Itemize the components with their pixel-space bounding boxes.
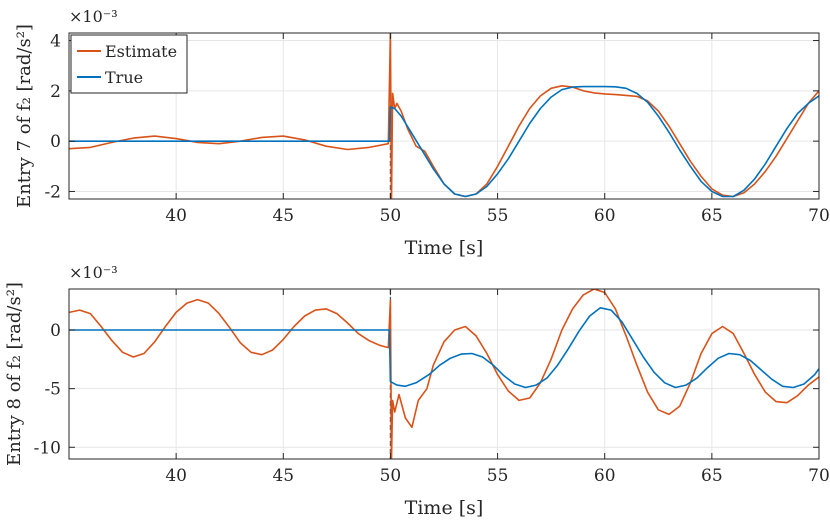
x-tick-label: 55 xyxy=(487,466,509,486)
y-exponent-label: ×10⁻³ xyxy=(69,7,118,26)
x-tick-label: 60 xyxy=(594,466,616,486)
x-tick-label: 55 xyxy=(487,206,509,226)
legend-true-label: True xyxy=(105,68,143,87)
axes-frame xyxy=(68,288,820,460)
x-tick-label: 50 xyxy=(380,466,402,486)
x-tick-label: 40 xyxy=(165,466,187,486)
legend-box xyxy=(70,34,188,94)
y-tick-label: -10 xyxy=(34,438,61,458)
series-estimate-line xyxy=(69,33,819,199)
y-tick-label: 0 xyxy=(50,132,61,152)
tick-marks xyxy=(69,289,820,459)
y-exponent-label: ×10⁻³ xyxy=(69,263,118,282)
series-lines xyxy=(69,33,819,199)
x-tick-label: 65 xyxy=(701,466,723,486)
y-tick-label: -2 xyxy=(44,182,61,202)
x-tick-label: 70 xyxy=(808,466,830,486)
y-tick-label: -5 xyxy=(44,380,61,400)
y-axis-label: Entry 7 of f₂ [rad/s²] xyxy=(14,24,35,208)
x-tick-label: 45 xyxy=(272,206,294,226)
x-axis-label: Time [s] xyxy=(405,237,484,259)
legend: Estimate True xyxy=(70,34,188,94)
x-tick-label: 40 xyxy=(165,206,187,226)
x-tick-label: 50 xyxy=(380,206,402,226)
legend-estimate-label: Estimate xyxy=(105,42,177,61)
x-tick-label: 60 xyxy=(594,206,616,226)
y-tick-label: 4 xyxy=(50,32,61,52)
plot-entry-7: 40 45 50 55 60 65 70 -2 0 2 4 ×10⁻³ Entry 7 of f₂ … xyxy=(14,7,830,259)
x-axis-label: Time [s] xyxy=(405,497,484,519)
series-true-line xyxy=(69,85,819,198)
plot-entry-8: 40 45 50 55 60 65 70 -10 -5 0 ×10⁻³ Entry 8 of f₂… xyxy=(4,263,830,519)
axes-frame xyxy=(68,32,820,200)
y-tick-label: 0 xyxy=(50,321,61,341)
x-tick-label: 65 xyxy=(701,206,723,226)
x-tick-label: 45 xyxy=(272,466,294,486)
plot-background xyxy=(69,289,819,459)
series-true-line xyxy=(69,306,819,389)
tick-labels: 40 45 50 55 60 65 70 -10 -5 0 xyxy=(34,321,830,486)
y-tick-label: 2 xyxy=(50,82,61,102)
series-lines xyxy=(69,289,819,459)
tick-labels: 40 45 50 55 60 65 70 -2 0 2 4 xyxy=(44,32,829,226)
x-tick-label: 70 xyxy=(808,206,830,226)
y-axis-label: Entry 8 of f₂ [rad/s²] xyxy=(4,282,25,466)
series-estimate-line xyxy=(69,289,819,459)
